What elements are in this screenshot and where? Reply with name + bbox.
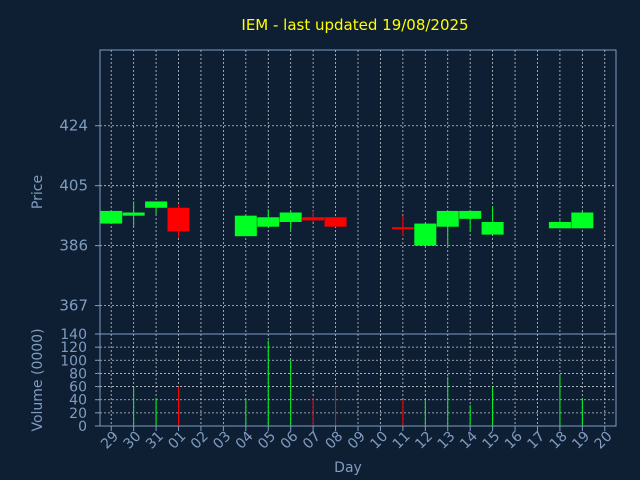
candle-body [122,212,145,216]
price-tick-label: 367 [59,297,88,315]
candle-body [481,221,504,235]
candle-body [145,201,168,208]
candle-body [571,212,594,229]
price-grid [100,50,616,334]
volume-tick-label: 40 [69,393,87,409]
volume-tick-label: 120 [60,340,87,356]
candle-body [167,207,190,232]
volume-tick-label: 60 [69,380,87,396]
price-axis-label: Price [30,175,46,209]
chart-title: IEM - last updated 19/08/2025 [241,16,468,34]
candle-body [548,221,571,229]
candles [100,201,594,246]
price-tick-label: 405 [59,177,88,195]
day-axis-label: Day [334,460,362,476]
price-tick-label: 386 [59,237,88,255]
candle-body [234,215,257,237]
volume-tick-label: 100 [60,353,87,369]
volume-bars [133,340,583,426]
price-tick-label: 424 [59,117,88,135]
volume-tick-label: 140 [60,327,87,343]
volume-axis-label: Volume (0000) [30,328,46,431]
candle-body [100,210,123,224]
candle-body [414,223,437,246]
candle-body [436,210,459,227]
volume-tick-label: 20 [69,406,87,422]
candle-body [302,217,325,221]
volume-tick-label: 0 [78,419,87,435]
volume-tick-label: 80 [69,366,87,382]
candle-body [279,212,302,222]
candle-body [324,217,347,227]
candle-body [257,217,280,227]
candle-body [459,210,482,219]
